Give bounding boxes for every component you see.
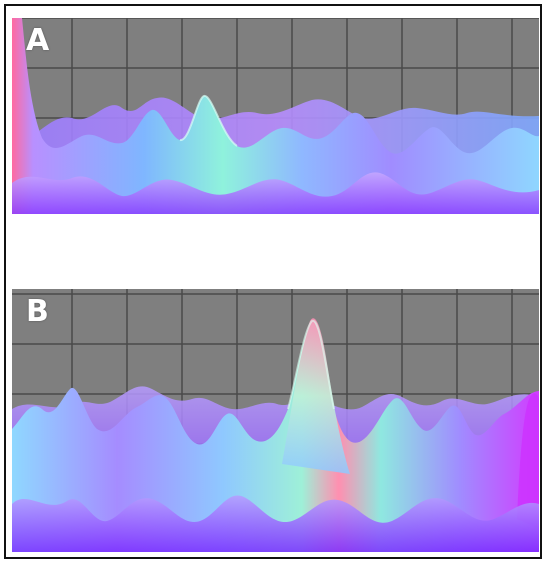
surface-front-folds <box>12 172 539 214</box>
surface-peak <box>282 318 350 474</box>
surface-main <box>12 320 539 552</box>
panel-b-surface-plot <box>12 289 539 552</box>
surface-highlight <box>287 319 335 410</box>
panel-a-label: A <box>26 23 50 58</box>
surface-main <box>12 18 539 214</box>
panel-a: A <box>12 18 539 214</box>
panel-b-label: B <box>26 294 49 329</box>
surface-front-folds <box>12 495 539 552</box>
panel-b: B <box>12 289 539 552</box>
surface-highlight <box>179 95 238 147</box>
surface-right-peak <box>517 393 539 529</box>
panel-a-surface-plot <box>12 18 539 214</box>
